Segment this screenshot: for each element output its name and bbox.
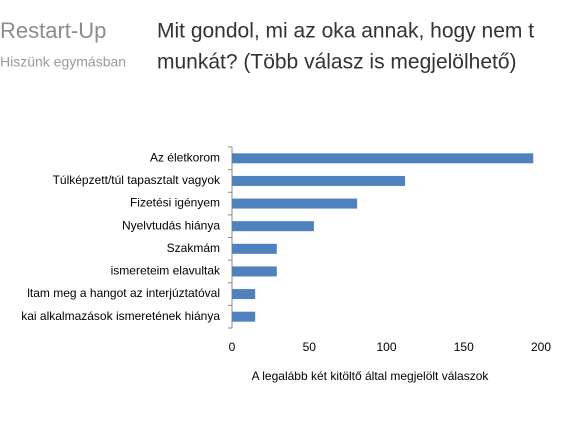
y-tick-label: Szakmám — [167, 241, 220, 255]
x-tick-label: 200 — [531, 340, 551, 354]
x-axis-label: A legalább két kitöltő által megjelölt v… — [252, 369, 490, 383]
bar — [232, 198, 358, 209]
y-tick-label: Az életkorom — [150, 150, 220, 164]
bar — [232, 266, 277, 277]
y-tick-label: Túlképzett/túl tapasztalt vagyok — [53, 173, 221, 187]
chart-title: munkát? (Több válasz is megjelölhető) — [157, 51, 517, 74]
y-tick-label: ismereteim elavultak — [111, 264, 221, 278]
bar — [232, 221, 314, 232]
bar — [232, 175, 406, 186]
y-tick-label: Fizetési igényem — [130, 196, 220, 210]
x-tick-label: 150 — [454, 340, 474, 354]
y-tick-label: ltam meg a hangot az interjúztatóval — [27, 286, 220, 300]
tagline: Hiszünk egymásban — [0, 54, 126, 70]
logo: Restart-Up — [0, 18, 106, 43]
bar — [232, 311, 256, 322]
bar — [232, 243, 277, 254]
chart-title: Mit gondol, mi az oka annak, hogy nem t — [157, 20, 534, 43]
x-tick-label: 0 — [229, 340, 236, 354]
bar — [232, 289, 256, 300]
bar — [232, 153, 534, 164]
x-tick-label: 50 — [303, 340, 317, 354]
y-tick-label: kai alkalmazások ismeretének hiánya — [21, 309, 220, 323]
y-tick-label: Nyelvtudás hiánya — [122, 218, 220, 232]
x-tick-label: 100 — [376, 340, 396, 354]
